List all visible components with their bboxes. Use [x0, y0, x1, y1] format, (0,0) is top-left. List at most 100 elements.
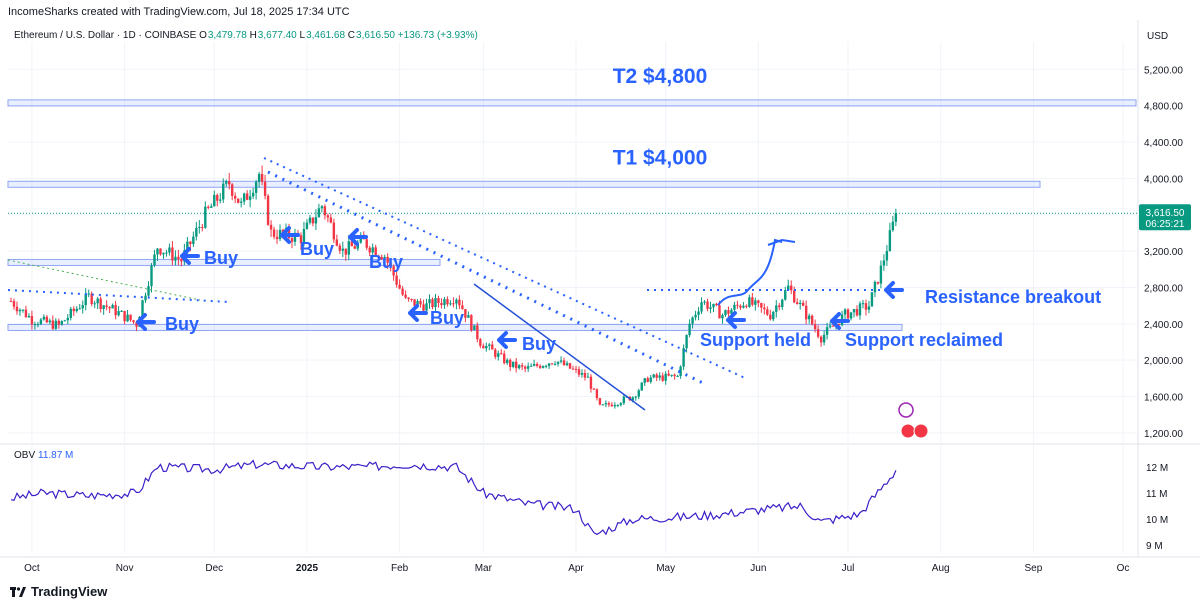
candle-body	[819, 336, 823, 343]
candle-body	[338, 245, 342, 251]
candle-body	[634, 396, 637, 398]
candle	[840, 310, 844, 327]
candle-body	[135, 322, 138, 327]
candle	[512, 361, 515, 369]
annotation-label: Resistance breakout	[925, 287, 1101, 307]
low-label: L	[299, 30, 306, 41]
candle	[739, 304, 742, 310]
open-label: O	[199, 30, 207, 41]
candle-body	[562, 360, 566, 366]
candle	[219, 193, 222, 204]
candle-body	[18, 309, 22, 312]
candle	[410, 298, 413, 302]
candle	[538, 364, 542, 369]
candle-body	[344, 248, 348, 255]
candle	[703, 300, 706, 305]
candle-body	[278, 229, 282, 240]
candle-body	[565, 363, 569, 366]
annotation-label: Buy	[430, 308, 464, 328]
candle-body	[54, 320, 58, 329]
candle	[299, 232, 303, 250]
candle	[822, 330, 826, 346]
candle	[509, 358, 512, 372]
candle	[801, 300, 805, 307]
candle	[652, 373, 655, 379]
candle-body	[189, 241, 192, 245]
candle-body	[613, 405, 617, 407]
candle-body	[649, 377, 652, 382]
candle-body	[431, 299, 434, 308]
candle-body	[760, 303, 763, 308]
candle	[311, 217, 315, 227]
tradingview-logo: TradingView	[10, 584, 107, 599]
candle	[102, 304, 105, 315]
candle	[733, 301, 736, 312]
candle	[679, 365, 682, 379]
candle	[210, 203, 213, 209]
candle	[395, 271, 398, 288]
candle-body	[380, 256, 383, 260]
candle-body	[299, 235, 303, 243]
candle	[658, 372, 661, 381]
candle-body	[216, 195, 219, 201]
time-tick-label: Oc	[1117, 563, 1130, 574]
candle	[207, 205, 210, 210]
candle	[619, 402, 623, 407]
level-band	[7, 323, 903, 331]
candle	[338, 243, 342, 254]
candle	[225, 179, 228, 187]
candle-body	[482, 345, 485, 349]
candle	[236, 198, 240, 204]
candle-body	[350, 241, 353, 247]
candle	[503, 350, 506, 365]
candle	[506, 358, 509, 365]
candle	[458, 295, 461, 310]
candle-body	[233, 195, 237, 199]
projection-arrowhead	[767, 238, 796, 246]
candle	[467, 311, 470, 318]
candle-body	[69, 308, 72, 318]
candle-body	[544, 365, 548, 367]
candle	[81, 300, 84, 314]
candle	[742, 302, 745, 309]
candle-body	[147, 286, 150, 296]
candle	[440, 298, 443, 309]
candle	[727, 306, 730, 317]
annotation-label: Buy	[165, 314, 199, 334]
candle	[147, 281, 150, 299]
obv-tick-label: 12 M	[1146, 463, 1168, 474]
candle	[577, 366, 581, 378]
candle	[329, 213, 333, 224]
candle-body	[461, 305, 464, 310]
candle	[323, 204, 327, 220]
candle	[888, 222, 892, 252]
candle	[754, 297, 757, 311]
candle	[697, 306, 700, 321]
candle	[449, 300, 452, 306]
candle	[745, 304, 748, 309]
candle-body	[419, 301, 422, 305]
candle	[819, 335, 823, 347]
candle	[278, 224, 282, 242]
candle-body	[162, 252, 165, 255]
candle-body	[165, 252, 168, 254]
candle	[171, 241, 174, 266]
candle-body	[335, 239, 339, 246]
candle	[515, 358, 518, 373]
candle-body	[538, 365, 542, 368]
candle	[317, 203, 321, 218]
candle	[446, 296, 449, 307]
candle-body	[769, 314, 772, 320]
candle	[500, 349, 503, 355]
green-trend-line	[7, 259, 201, 301]
candle	[491, 341, 494, 350]
candle-body	[837, 323, 841, 326]
left-arrow-icon	[280, 226, 300, 244]
candle	[757, 299, 760, 308]
candle-body	[365, 239, 368, 248]
candle-body	[745, 305, 748, 307]
candle	[775, 300, 778, 318]
candle	[293, 228, 297, 246]
candle	[715, 302, 718, 307]
